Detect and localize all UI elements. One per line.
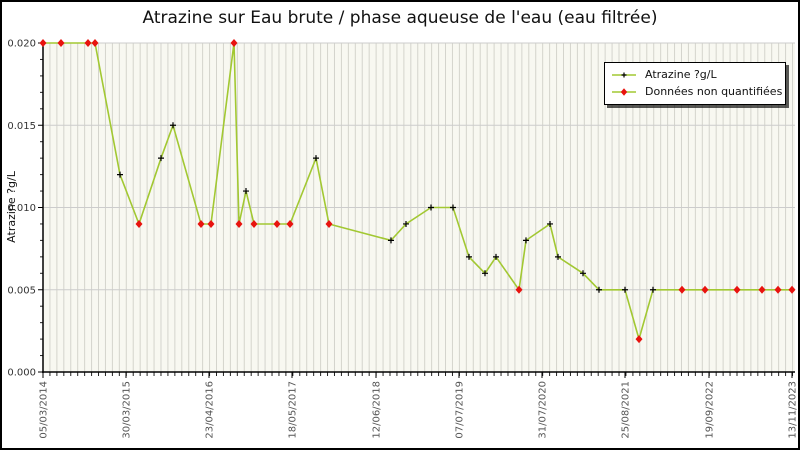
nonquantified-point-marker [325, 219, 333, 228]
quantified-point-marker [547, 220, 553, 227]
nonquantified-point-marker [758, 285, 766, 294]
legend-label-nonquantified: Données non quantifiées [645, 85, 783, 98]
nonquantified-point-marker [273, 219, 281, 228]
quantified-point-marker [170, 122, 176, 129]
y-tick-label: 0.015 [7, 121, 36, 132]
nonquantified-point-marker [250, 219, 258, 228]
quantified-point-marker [596, 286, 602, 293]
legend-item-atrazine: Atrazine ?g/L [611, 66, 779, 83]
quantified-point-marker [482, 270, 488, 277]
nonquantified-point-marker [635, 335, 643, 344]
x-tick-label: 25/08/2021 [621, 381, 632, 439]
quantified-point-marker [622, 286, 628, 293]
nonquantified-point-marker [774, 285, 782, 294]
nonquantified-point-marker [286, 219, 294, 228]
quantified-point-marker [117, 171, 123, 178]
nonquantified-point-marker [197, 219, 205, 228]
legend-item-nonquantified: Données non quantifiées [611, 83, 783, 100]
y-tick-label: 0.010 [7, 203, 36, 214]
x-tick-label: 05/03/2014 [39, 381, 50, 439]
x-tick-label: 19/09/2022 [705, 381, 716, 439]
chart-title: Atrazine sur Eau brute / phase aqueuse d… [142, 8, 658, 28]
x-tick-label: 13/11/2023 [788, 381, 799, 439]
quantified-point-marker [403, 220, 409, 227]
quantified-point-marker [650, 286, 656, 293]
nonquantified-point-marker [207, 219, 215, 228]
y-tick-label: 0.020 [7, 39, 36, 50]
quantified-point-marker [450, 204, 456, 211]
nonquantified-point-marker [91, 39, 99, 47]
x-tick-label: 07/07/2019 [455, 381, 466, 439]
nonquantified-point-marker [84, 39, 92, 47]
quantified-point-marker [523, 237, 529, 244]
nonquantified-point-marker [515, 285, 523, 294]
nonquantified-point-marker [135, 219, 143, 228]
quantified-point-marker [388, 237, 394, 244]
nonquantified-point-marker [788, 285, 796, 294]
x-tick-label: 12/06/2018 [372, 381, 383, 439]
quantified-point-marker [428, 204, 434, 211]
quantified-marker-icon [612, 72, 636, 77]
quantified-point-marker [158, 155, 164, 162]
nonquantified-point-marker [733, 285, 741, 294]
y-tick-label: 0.005 [7, 285, 36, 296]
quantified-point-marker [555, 253, 561, 260]
nonquantified-point-marker [678, 285, 686, 294]
quantified-point-marker [313, 155, 319, 162]
x-tick-label: 23/04/2016 [205, 381, 216, 439]
legend-label-atrazine: Atrazine ?g/L [645, 68, 717, 81]
atrazine-series-line [43, 42, 792, 343]
nonquantified-point-marker [57, 39, 65, 47]
quantified-point-marker [243, 188, 249, 195]
quantified-point-marker [493, 253, 499, 260]
quantified-point-marker [580, 270, 586, 277]
x-tick-label: 30/03/2015 [122, 381, 133, 439]
nonquantified-point-marker [230, 39, 238, 47]
quantified-point-marker [466, 253, 472, 260]
nonquantified-point-marker [701, 285, 709, 294]
nonquantified-point-marker [235, 219, 243, 228]
x-tick-label: 31/07/2020 [538, 381, 549, 439]
nonquantified-point-marker [39, 39, 47, 47]
legend-box: Atrazine ?g/L Données non quantifiées [604, 62, 786, 105]
x-tick-label: 18/05/2017 [288, 381, 299, 439]
nonquantified-marker-icon [612, 87, 636, 96]
y-axis-label: Atrazine ?g/L [5, 170, 18, 243]
y-tick-label: 0.000 [7, 368, 36, 379]
